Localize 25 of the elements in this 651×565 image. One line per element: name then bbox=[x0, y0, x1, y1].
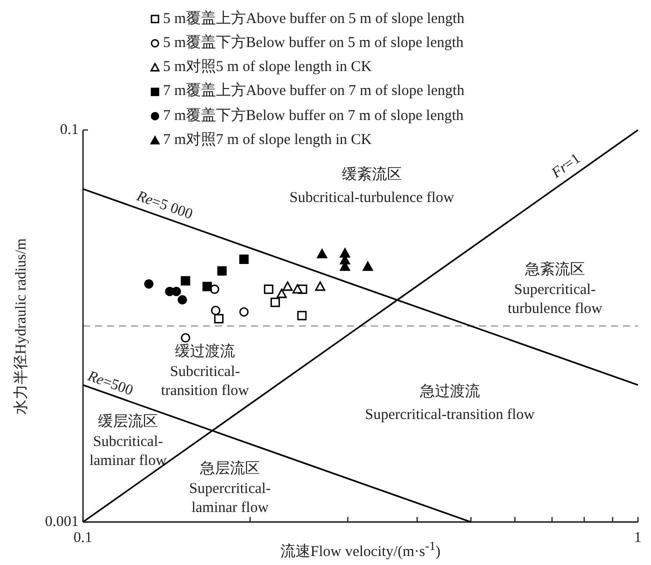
text: Re=5 000 bbox=[133, 187, 195, 225]
annotation: Subcritical-turbulence flow bbox=[290, 188, 454, 208]
annotation: 急过渡流 bbox=[420, 382, 480, 402]
x-axis-title: 流速Flow velocity/(m·s$^{-1}$) bbox=[280, 538, 440, 562]
text: Re=500 bbox=[85, 367, 136, 401]
legend-label: 7 m覆盖下方Below buffer on 7 m of slope length bbox=[163, 106, 464, 126]
annotation: Subcritical-transition flow bbox=[160, 363, 250, 401]
annotation: 急层流区 bbox=[200, 460, 260, 478]
legend-label: 7 m覆盖上方Above buffer on 7 m of slope length bbox=[163, 82, 464, 102]
y-tick-label: 0.001 bbox=[45, 512, 79, 532]
annotation: Supercritical-transition flow bbox=[365, 406, 535, 424]
text: Fr=1 bbox=[548, 150, 585, 184]
annotation: Supercritical-laminar flow bbox=[188, 480, 272, 518]
annotation: 缓紊流区 bbox=[342, 166, 402, 184]
annotation: Supercritical-turbulence flow bbox=[506, 281, 604, 319]
annotation: Subcritical-laminar flow bbox=[88, 433, 168, 471]
legend-label: 5 m对照5 m of slope length in CK bbox=[163, 58, 372, 78]
x-tick-label: 1 bbox=[634, 528, 642, 548]
y-axis-title: 水力半径Hydraulic radius/m bbox=[12, 238, 30, 414]
legend-label: 5 m覆盖上方Above buffer on 5 m of slope length bbox=[163, 10, 464, 28]
annotation: 缓层流区 bbox=[98, 412, 158, 432]
annotation: 缓过渡流 bbox=[175, 342, 235, 362]
annotation: 急紊流区 bbox=[525, 260, 585, 280]
legend-label: 7 m对照7 m of slope length in CK bbox=[163, 131, 372, 150]
legend-label: 5 m覆盖下方Below buffer on 5 m of slope length bbox=[163, 34, 464, 53]
